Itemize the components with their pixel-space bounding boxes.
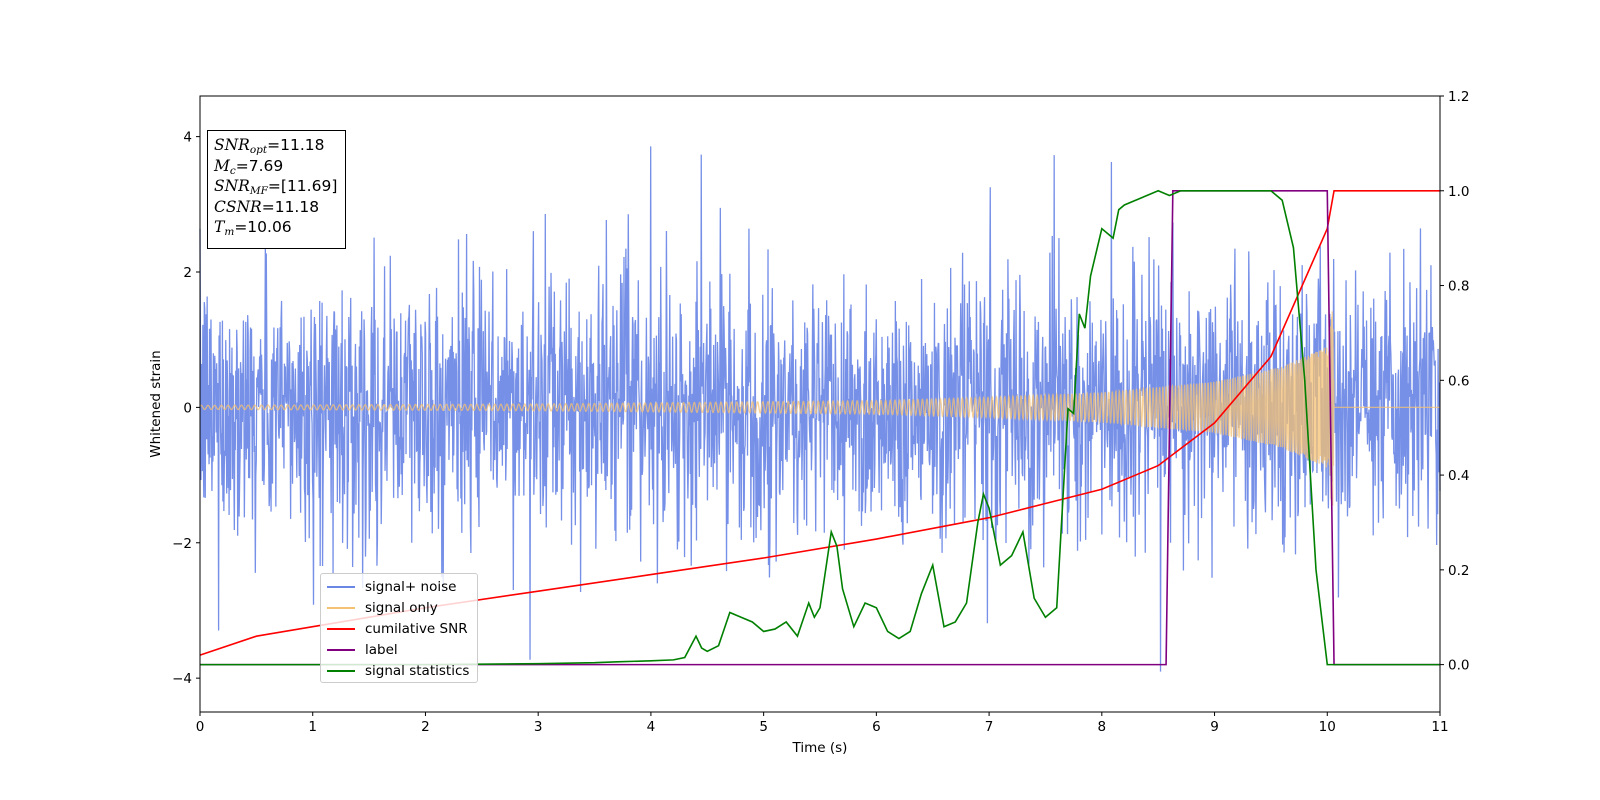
legend-item-signal-statistics: signal statistics [327,660,477,681]
y2-tick-label: 1.2 [1448,89,1469,105]
legend-label: signal+ noise [365,579,457,596]
y2-tick-label: 0.2 [1448,563,1469,579]
y-tick-label: 4 [183,130,192,146]
x-tick-label: 0 [196,719,205,735]
y-tick-label: 2 [183,265,192,281]
x-tick-label: 5 [759,719,768,735]
legend-label: label [365,641,398,658]
legend-label: signal statistics [365,662,470,679]
snr-opt-line: SNRopt=11.18 [214,136,325,156]
legend-swatch [327,586,355,589]
y2-tick-label: 0.6 [1448,373,1469,389]
csnr-line: CSNR=11.18 [214,197,320,216]
metrics-box: SNRopt=11.18 Mc=7.69 SNRMF=[11.69] CSNR=… [207,130,346,249]
x-tick-label: 7 [985,719,994,735]
series-signal-statistics [200,189,1440,666]
y-tick-label: −4 [172,671,192,687]
x-axis-label: Time (s) [792,740,848,756]
legend-item-cumulative-snr: cumilative SNR [327,619,477,640]
legend-label: signal only [365,600,438,617]
x-tick-label: 8 [1098,719,1107,735]
legend-swatch [327,607,355,610]
x-tick-label: 9 [1210,719,1219,735]
series-signal-only [199,311,1440,506]
x-tick-label: 10 [1319,719,1336,735]
x-tick-label: 6 [872,719,881,735]
y-tick-label: 0 [183,400,192,416]
y-tick-label: −2 [172,536,192,552]
legend-swatch [327,669,355,672]
mc-line: Mc=7.69 [214,156,284,177]
axes-frame [199,95,1441,713]
y2-tick-label: 1.0 [1448,184,1469,200]
x-tick-label: 2 [421,719,430,735]
legend-swatch [327,648,355,651]
y2-tick-label: 0.4 [1448,468,1469,484]
y2-tick-label: 0.0 [1448,658,1469,674]
x-tick-label: 11 [1431,719,1448,735]
legend: signal+ noise signal only cumilative SNR… [320,573,478,683]
ticks-layer: 0 1 2 3 4 5 6 7 8 9 10 11 −4 −2 0 2 4 0.0 0.2 0.4 0.6 0.8 1.0 1… [172,89,1469,735]
legend-item-signal-only: signal only [327,598,477,619]
legend-item-signal-noise: signal+ noise [327,577,477,598]
x-tick-label: 1 [308,719,317,735]
y2-tick-label: 0.8 [1448,279,1469,295]
y-axis-label: Whitened strain [148,350,164,457]
snr-mf-line: SNRMF=[11.69] [214,177,338,197]
x-tick-label: 4 [647,719,656,735]
legend-item-label: label [327,639,477,660]
tm-line: Tm=10.06 [214,218,292,238]
x-tick-label: 3 [534,719,543,735]
legend-swatch [327,627,355,630]
legend-label: cumilative SNR [365,620,468,637]
